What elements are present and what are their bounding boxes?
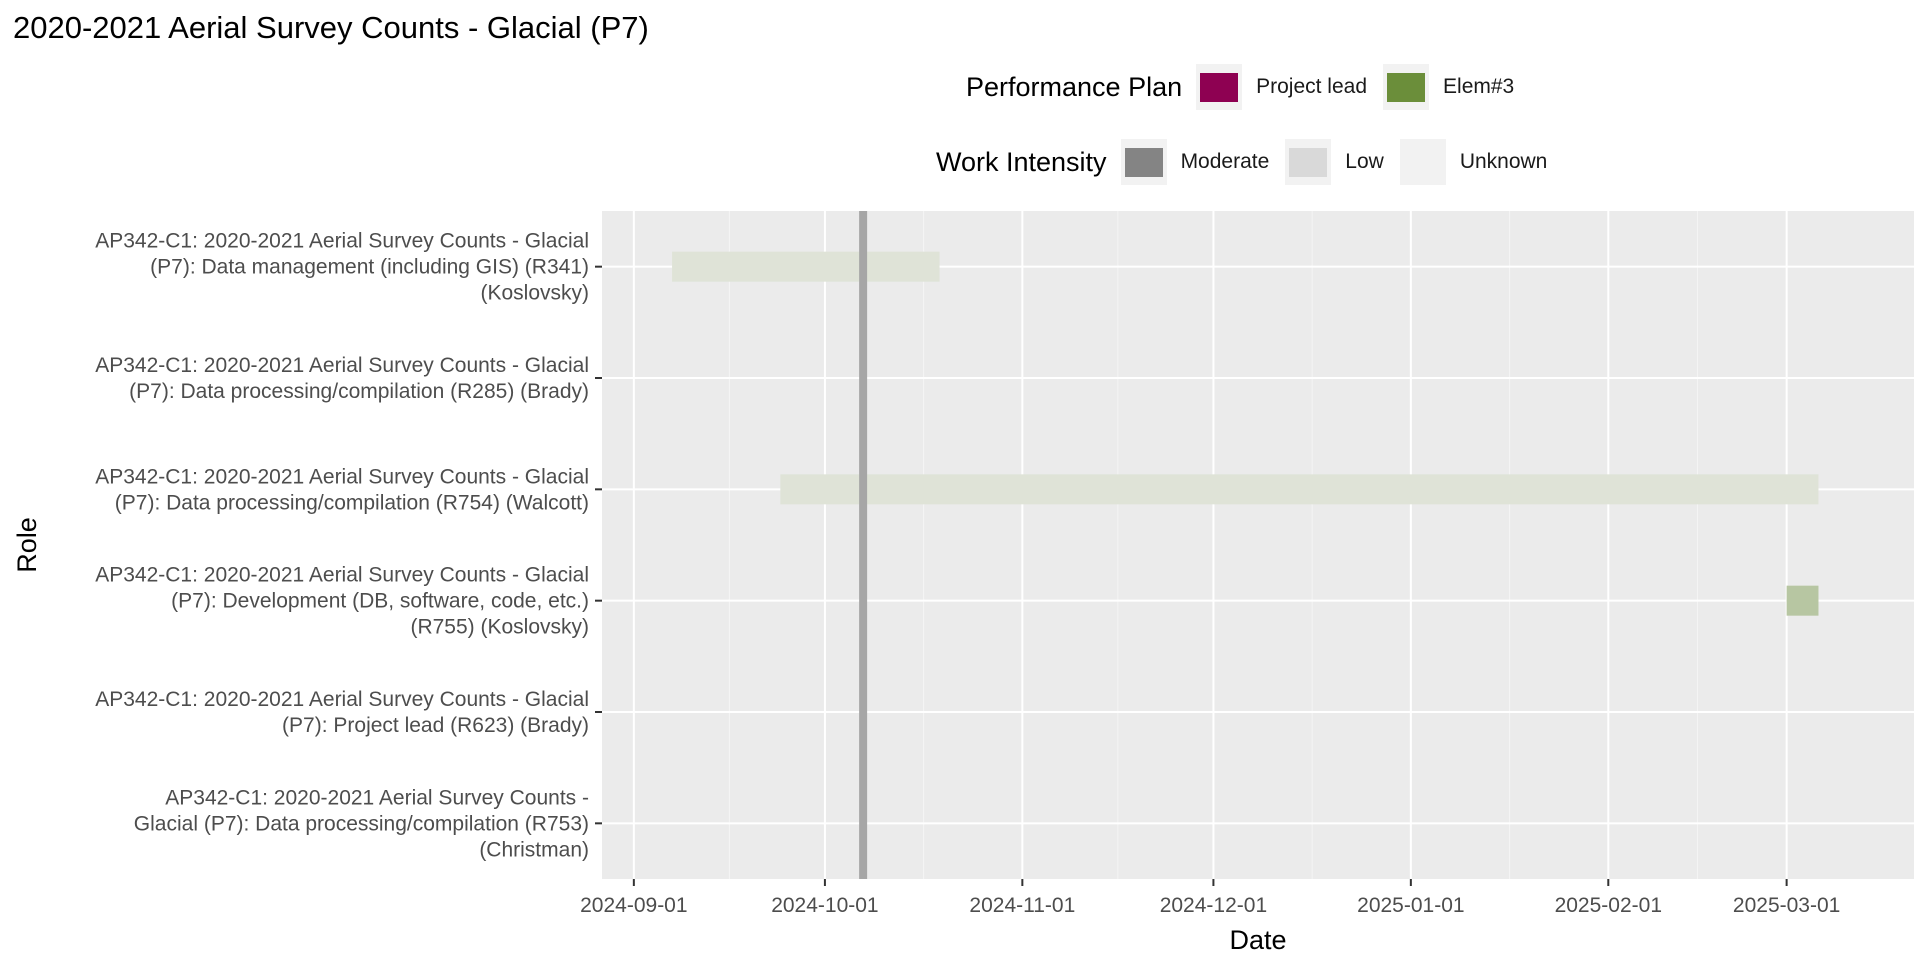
legend-work-intensity: Work Intensity Moderate Low Unknown [936, 138, 1563, 186]
y-axis-title: Role [12, 517, 42, 573]
y-tick-label: AP342-C1: 2020-2021 Aerial Survey Counts… [95, 564, 589, 639]
y-tick-label-line: AP342-C1: 2020-2021 Aerial Survey Counts… [95, 354, 589, 377]
x-tick-label: 2024-09-01 [580, 894, 687, 917]
gantt-bar-2 [1786, 585, 1819, 616]
y-tick-label: AP342-C1: 2020-2021 Aerial Survey Counts… [95, 688, 589, 737]
y-tick-label-line: (P7): Development (DB, software, code, e… [171, 590, 589, 613]
gantt-bar-0 [672, 251, 940, 282]
legend-swatch-project-lead [1200, 72, 1239, 102]
legend-swatch-elem3 [1387, 72, 1426, 102]
plot-panel [602, 211, 1914, 879]
legend-key-low [1285, 139, 1332, 185]
x-axis-title: Date [1229, 925, 1286, 955]
x-tick-label: 2025-02-01 [1555, 894, 1662, 917]
y-tick-label-line: (P7): Data processing/compilation (R285)… [129, 380, 589, 403]
legend-key-unknown [1399, 139, 1446, 185]
legend-label-low: Low [1345, 150, 1384, 173]
y-tick-label-line: (R755) (Koslovsky) [410, 616, 589, 639]
legend-key-moderate [1120, 139, 1167, 185]
chart-title: 2020-2021 Aerial Survey Counts - Glacial… [13, 10, 649, 45]
y-tick-label-line: (P7): Project lead (R623) (Brady) [282, 714, 589, 737]
x-tick-label: 2025-03-01 [1733, 894, 1840, 917]
y-tick-label: AP342-C1: 2020-2021 Aerial Survey Counts… [95, 465, 589, 514]
x-tick-label: 2024-12-01 [1160, 894, 1267, 917]
legend-title-plan: Performance Plan [966, 71, 1183, 102]
y-tick-label-line: (Koslovsky) [480, 282, 589, 305]
legend-swatch-moderate [1124, 147, 1163, 177]
legend-key-project-lead [1196, 64, 1243, 110]
y-tick-label-line: AP342-C1: 2020-2021 Aerial Survey Counts… [165, 786, 589, 809]
legend-label-elem3: Elem#3 [1443, 75, 1515, 98]
y-tick-label: AP342-C1: 2020-2021 Aerial Survey Counts… [95, 230, 589, 305]
y-tick-label-line: (Christman) [479, 838, 589, 861]
legend-performance-plan: Performance Plan Project lead Elem#3 [966, 63, 1530, 111]
legend-label-moderate: Moderate [1180, 150, 1270, 173]
y-tick-label-line: (P7): Data management (including GIS) (R… [150, 256, 589, 279]
y-tick-label-line: AP342-C1: 2020-2021 Aerial Survey Counts… [95, 688, 589, 711]
y-tick-label-line: Glacial (P7): Data processing/compilatio… [134, 812, 589, 835]
x-tick-label: 2024-10-01 [771, 894, 878, 917]
y-tick-label-line: (P7): Data processing/compilation (R754)… [115, 491, 589, 514]
legend-swatch-unknown [1403, 147, 1442, 177]
gantt-bar-1 [780, 474, 1819, 505]
x-tick-label: 2024-11-01 [969, 894, 1075, 917]
y-tick-label-line: AP342-C1: 2020-2021 Aerial Survey Counts… [95, 230, 589, 253]
legend-key-elem3 [1383, 64, 1430, 110]
legend-title-intensity: Work Intensity [936, 146, 1107, 177]
y-tick-label: AP342-C1: 2020-2021 Aerial Survey Counts… [134, 786, 589, 861]
y-tick-label: AP342-C1: 2020-2021 Aerial Survey Counts… [95, 354, 589, 403]
x-tick-label: 2025-01-01 [1357, 894, 1464, 917]
legend-swatch-low [1289, 147, 1328, 177]
y-tick-label-line: AP342-C1: 2020-2021 Aerial Survey Counts… [95, 465, 589, 488]
y-tick-label-line: AP342-C1: 2020-2021 Aerial Survey Counts… [95, 564, 589, 587]
legend-label-project-lead: Project lead [1256, 75, 1368, 98]
legend-label-unknown: Unknown [1459, 150, 1548, 173]
